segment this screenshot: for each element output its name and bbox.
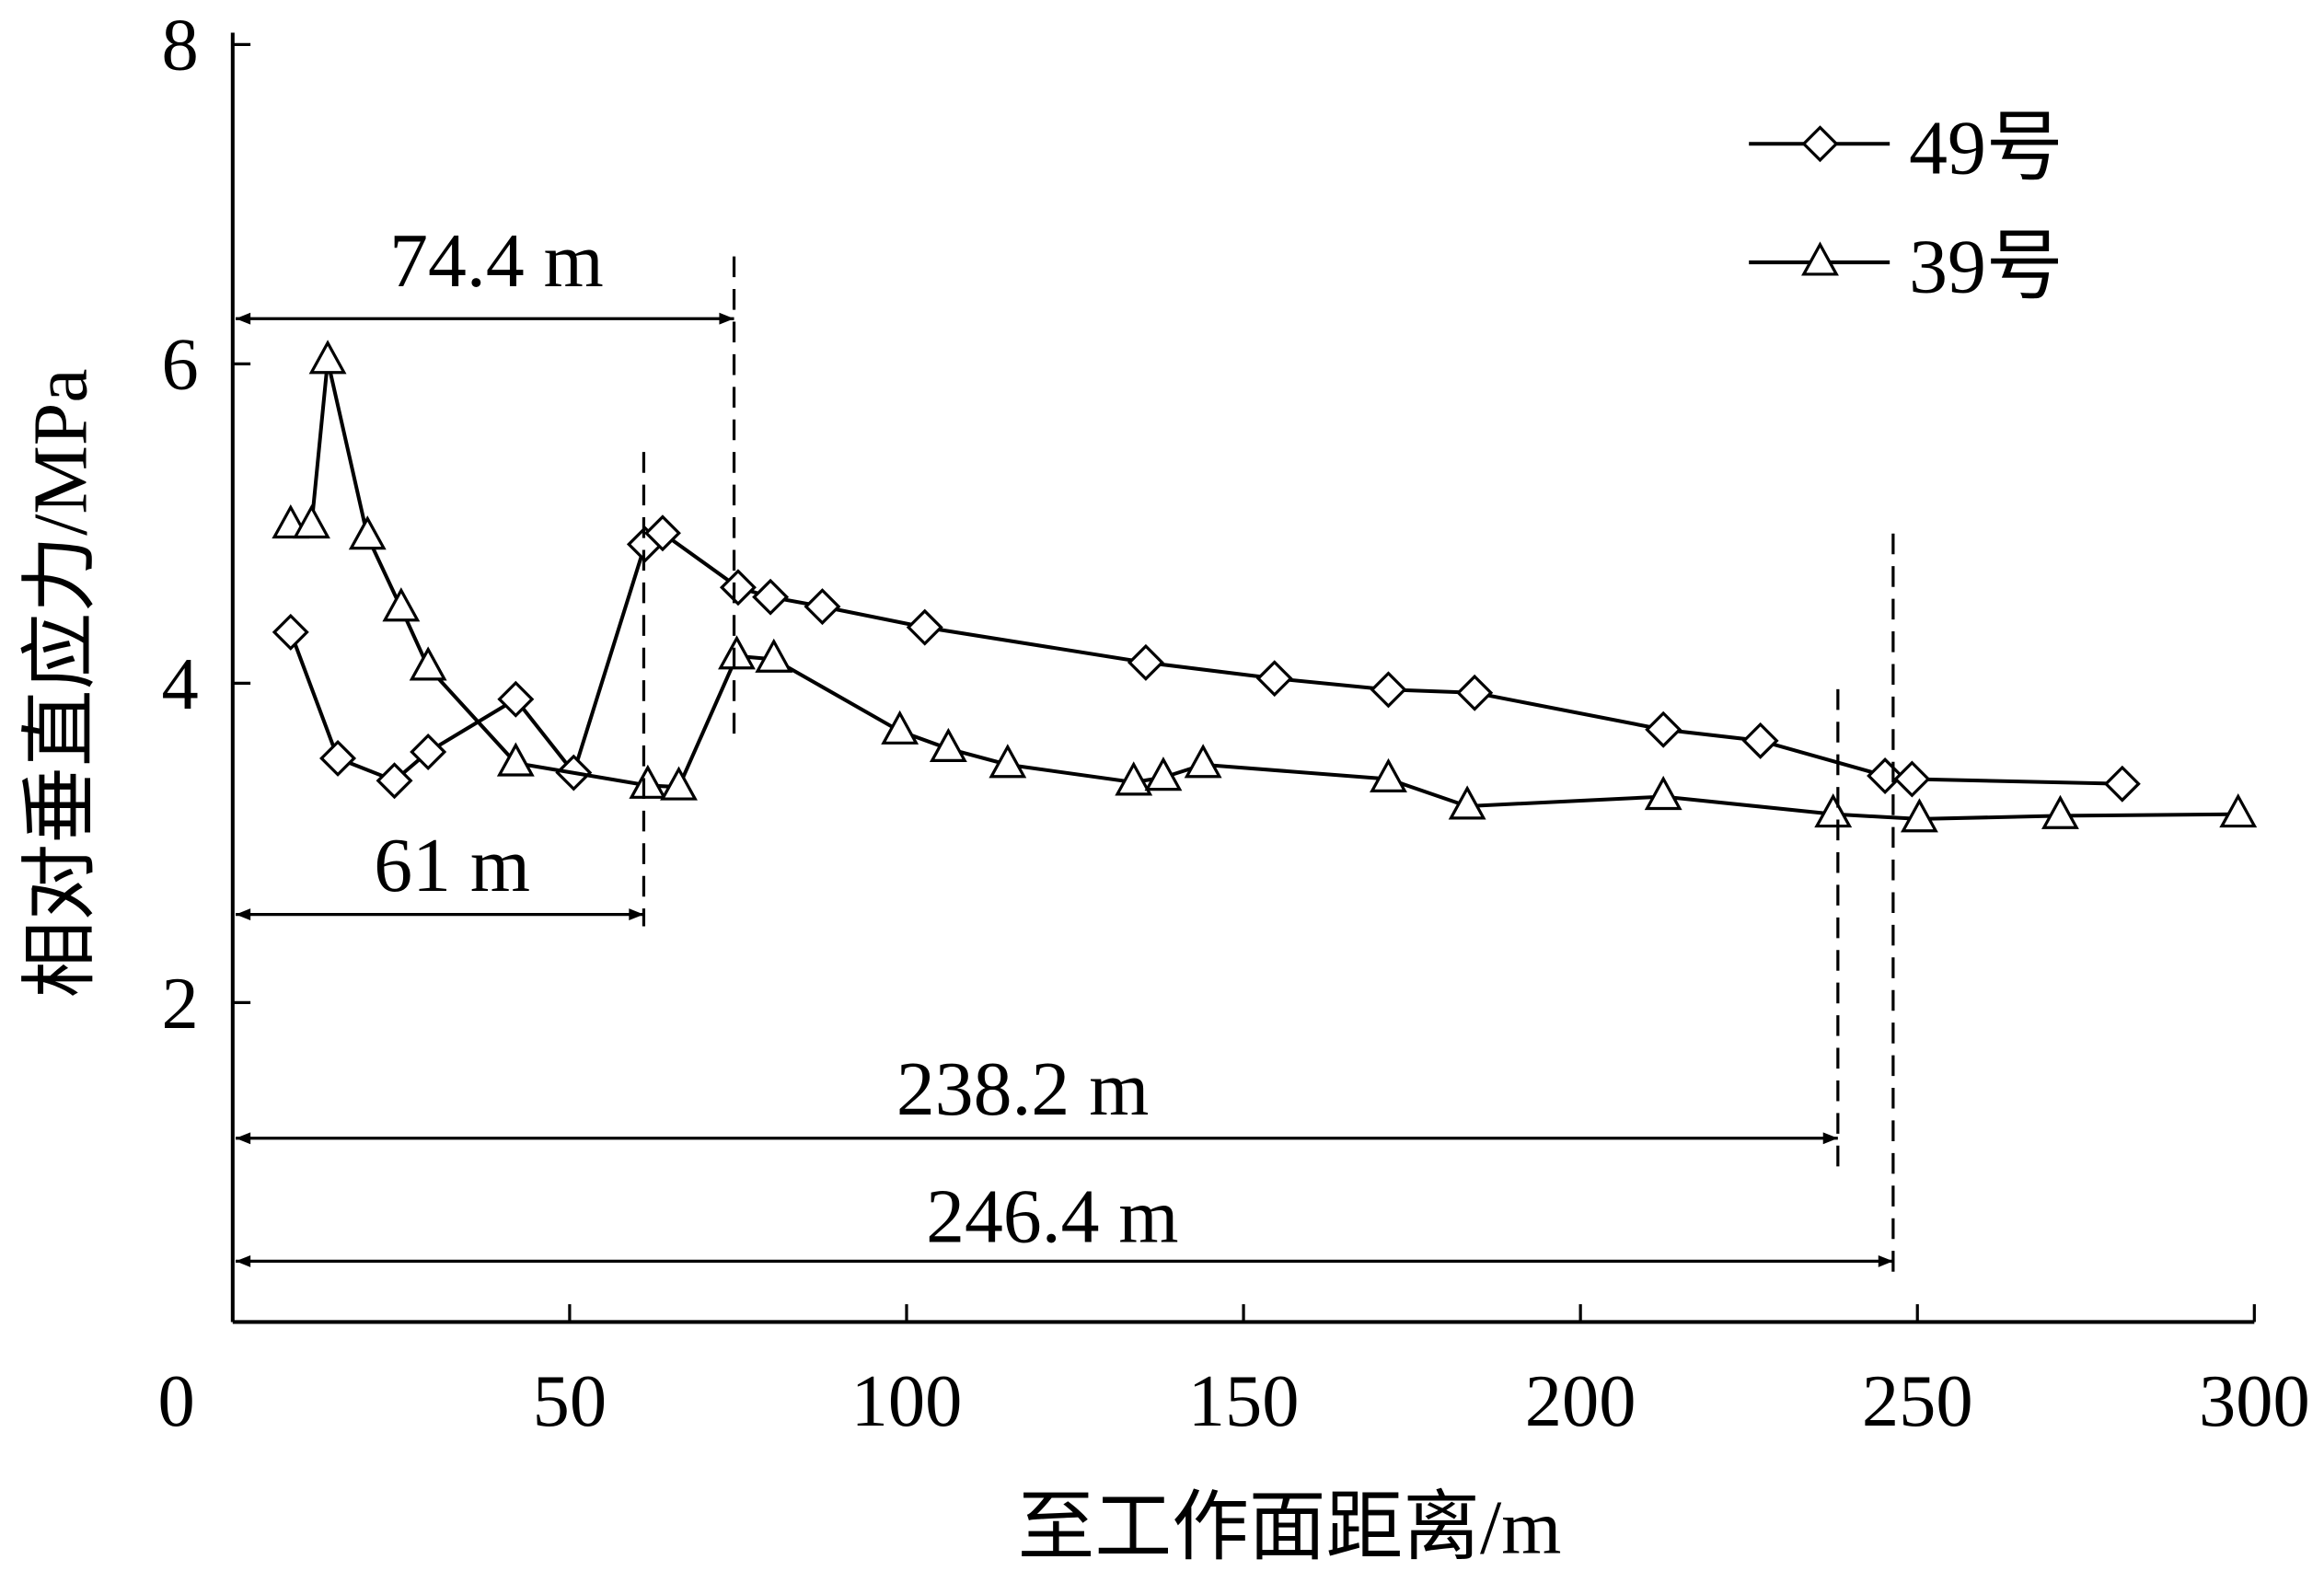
point-marker xyxy=(906,608,943,646)
point-marker xyxy=(1448,785,1486,820)
x-tick-label: 250 xyxy=(1862,1360,1973,1442)
point-marker xyxy=(1893,760,1931,798)
point-marker xyxy=(409,646,447,681)
point-marker xyxy=(348,515,387,550)
point-marker xyxy=(1741,722,1779,759)
point-marker xyxy=(1867,757,1904,795)
legend-label: 49号 xyxy=(1909,105,2063,191)
point-marker xyxy=(1644,775,1682,811)
point-marker xyxy=(1645,710,1682,748)
legend-marker xyxy=(1801,241,1839,276)
x-tick-label: 200 xyxy=(1525,1360,1636,1442)
point-marker xyxy=(660,766,698,801)
annotation: 74.4 m xyxy=(389,218,604,304)
point-marker xyxy=(1127,643,1164,681)
point-marker xyxy=(1814,793,1853,828)
point-marker xyxy=(496,742,535,777)
point-marker xyxy=(319,739,357,777)
x-tick-label: 150 xyxy=(1188,1360,1300,1442)
x-tick-label: 300 xyxy=(2199,1360,2310,1442)
point-marker xyxy=(1144,757,1183,791)
point-marker xyxy=(308,340,347,375)
point-marker xyxy=(804,588,841,626)
x-axis-label: 至工作面距离/m xyxy=(1018,1485,1562,1571)
point-marker xyxy=(629,764,667,799)
annotation: 246.4 m xyxy=(926,1173,1178,1259)
series-line xyxy=(290,360,2238,821)
point-marker xyxy=(718,635,756,670)
point-marker xyxy=(1370,671,1407,709)
point-marker xyxy=(2103,765,2141,803)
point-marker xyxy=(293,503,330,539)
point-marker xyxy=(376,762,413,800)
point-marker xyxy=(1900,798,1938,833)
point-marker xyxy=(497,680,535,718)
point-marker xyxy=(1456,674,1494,711)
point-marker xyxy=(755,638,793,673)
y-tick-label: 4 xyxy=(162,643,199,725)
point-marker xyxy=(1115,761,1153,796)
point-marker xyxy=(2219,793,2258,828)
y-tick-label: 2 xyxy=(162,963,199,1045)
x-tick-label: 0 xyxy=(158,1360,195,1442)
point-marker xyxy=(2041,794,2079,829)
annotation: 238.2 m xyxy=(896,1046,1149,1132)
point-marker xyxy=(272,613,309,651)
point-marker xyxy=(410,734,447,770)
y-tick-label: 6 xyxy=(162,324,199,406)
point-marker xyxy=(929,727,967,763)
point-marker xyxy=(752,578,790,616)
point-marker xyxy=(1255,660,1293,698)
x-tick-label: 100 xyxy=(851,1360,963,1442)
point-marker xyxy=(382,587,421,622)
annotation: 61 m xyxy=(374,823,530,908)
series-line xyxy=(288,530,2122,786)
legend-marker xyxy=(1801,125,1839,163)
y-tick-label: 8 xyxy=(162,5,199,87)
point-marker xyxy=(989,744,1027,779)
x-tick-label: 50 xyxy=(533,1360,607,1442)
legend-label: 39号 xyxy=(1909,224,2063,309)
point-marker xyxy=(1184,744,1222,779)
point-marker xyxy=(719,569,757,606)
point-marker xyxy=(643,514,681,552)
y-axis-label: 相对垂直应力/MPa xyxy=(17,369,103,999)
point-marker xyxy=(881,710,919,745)
point-marker xyxy=(1370,757,1407,792)
